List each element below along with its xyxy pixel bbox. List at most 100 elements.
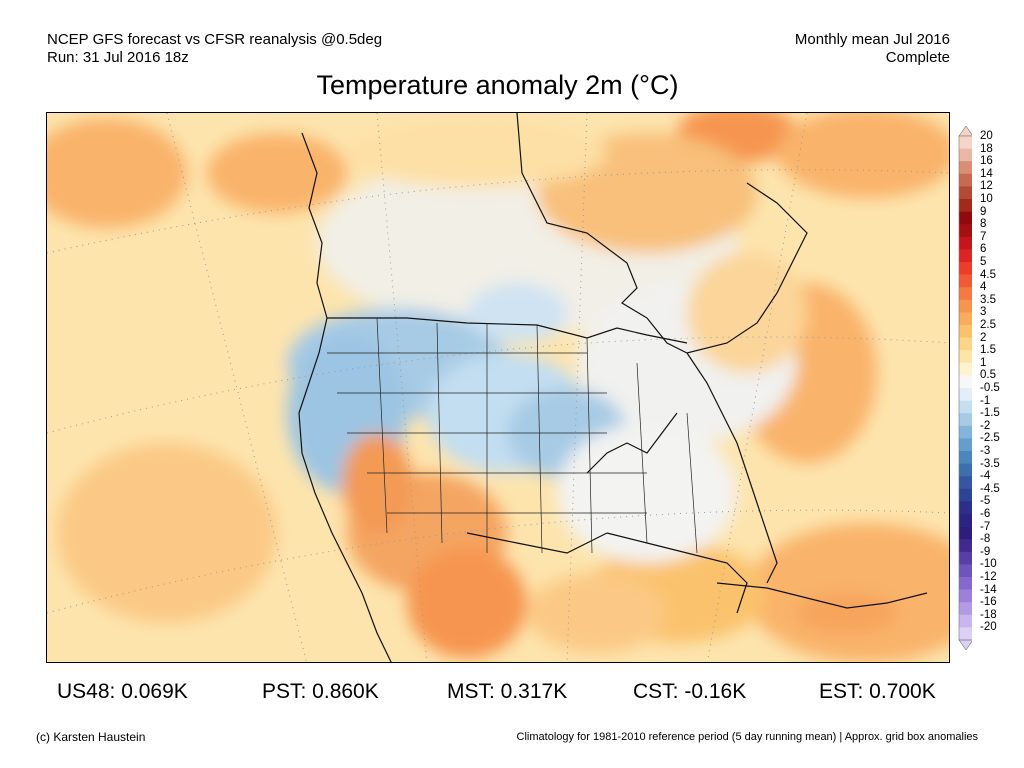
legend-tick-label: 6 xyxy=(980,243,987,256)
legend-tick-label: 7 xyxy=(980,230,987,243)
legend-tick-label: 10 xyxy=(980,193,993,205)
legend-tick-label: -4.5 xyxy=(980,482,1000,495)
legend-swatch xyxy=(959,136,972,149)
legend-tick-label: -9 xyxy=(980,545,991,558)
legend-tick-label: -2.5 xyxy=(980,432,1000,445)
legend-swatch xyxy=(959,337,972,351)
legend-arrow-down xyxy=(958,639,972,650)
legend-tick-label: -2 xyxy=(980,419,991,432)
legend-arrow-up xyxy=(958,126,972,137)
legend-tick-label: -6 xyxy=(980,508,991,520)
legend-tick-label: 5 xyxy=(980,256,987,268)
legend-swatch xyxy=(959,211,972,225)
legend-swatch xyxy=(959,501,972,515)
legend-tick-label: 12 xyxy=(980,180,993,193)
legend-tick-label: -5 xyxy=(980,495,991,508)
header-left: NCEP GFS forecast vs CFSR reanalysis @0.… xyxy=(47,31,382,67)
legend-tick-label: -4 xyxy=(980,470,991,483)
legend-swatch xyxy=(959,148,972,162)
legend-swatch xyxy=(959,299,972,313)
run-time: Run: 31 Jul 2016 18z xyxy=(47,49,189,66)
legend-swatch xyxy=(959,589,972,603)
legend-tick-label: -20 xyxy=(980,621,997,634)
legend-swatch xyxy=(959,249,972,263)
legend-tick-label: -7 xyxy=(980,520,991,533)
legend-tick-label: 14 xyxy=(980,167,993,180)
legend-swatch xyxy=(959,488,972,502)
legend-tick-label: -0.5 xyxy=(980,382,1000,394)
legend-tick-label: -8 xyxy=(980,533,991,546)
legend-tick-label: 9 xyxy=(980,205,987,218)
legend-tick-label: 3.5 xyxy=(980,293,996,306)
state-borders xyxy=(327,317,698,554)
map-title: Temperature anomaly 2m (°C) xyxy=(316,70,679,100)
legend-swatch xyxy=(959,262,972,275)
legend-tick-label: 0.5 xyxy=(980,369,996,382)
stat-est: EST: 0.700K xyxy=(819,680,936,703)
legend-swatch xyxy=(959,602,972,616)
legend-tick-label: 8 xyxy=(980,218,987,231)
completeness-label: Complete xyxy=(885,49,950,66)
legend-swatch xyxy=(959,388,972,401)
legend-tick-label: 4 xyxy=(980,281,987,294)
legend-swatch xyxy=(959,186,972,200)
stat-us48: US48: 0.069K xyxy=(57,680,188,703)
color-legend xyxy=(958,126,972,650)
legend-swatch xyxy=(959,375,972,389)
legend-swatch xyxy=(959,627,972,641)
legend-tick-label: 4.5 xyxy=(980,268,996,281)
legend-tick-label: 16 xyxy=(980,155,993,168)
copyright: (c) Karsten Haustein xyxy=(36,730,146,744)
legend-swatch xyxy=(959,451,972,464)
legend-tick-label: 2.5 xyxy=(980,319,996,331)
legend-tick-label: -12 xyxy=(980,571,997,583)
legend-swatch xyxy=(959,551,972,565)
legend-tick-label: 3 xyxy=(980,306,987,319)
legend-tick-label: 1 xyxy=(980,356,987,369)
legend-swatch xyxy=(959,614,972,628)
legend-swatch xyxy=(959,287,972,301)
legend-swatch xyxy=(959,476,972,490)
legend-tick-label: 1.5 xyxy=(980,344,996,357)
legend-outline xyxy=(958,135,972,641)
legend-tick-label: -10 xyxy=(980,558,997,571)
legend-swatch xyxy=(959,526,972,540)
legend-tick-label: -16 xyxy=(980,596,997,609)
model-description: NCEP GFS forecast vs CFSR reanalysis @0.… xyxy=(47,31,383,48)
anomaly-field xyxy=(47,113,949,662)
legend-swatch xyxy=(959,577,972,590)
legend-tick-label: 2 xyxy=(980,331,987,344)
legend-swatch xyxy=(959,438,972,452)
legend-swatch xyxy=(959,463,972,477)
legend-swatch xyxy=(959,539,972,553)
legend-swatch xyxy=(959,400,972,414)
legend-swatch xyxy=(959,274,972,288)
legend-swatch xyxy=(959,325,972,338)
stat-cst: CST: -0.16K xyxy=(633,680,747,703)
legend-swatch xyxy=(959,564,972,578)
legend-swatch xyxy=(959,312,972,326)
legend-swatch xyxy=(959,199,972,212)
legend-tick-label: 18 xyxy=(980,142,993,155)
legend-tick-label: -1.5 xyxy=(980,407,1000,420)
legend-swatch xyxy=(959,514,972,527)
period-label: Monthly mean Jul 2016 xyxy=(794,31,950,48)
anomaly-map xyxy=(46,112,950,663)
climatology-note: Climatology for 1981-2010 reference peri… xyxy=(516,731,978,743)
legend-swatch xyxy=(959,362,972,376)
legend-tick-label: -1 xyxy=(980,394,991,407)
stat-mst: MST: 0.317K xyxy=(447,680,568,703)
legend-swatch xyxy=(959,161,972,175)
legend-swatch xyxy=(959,224,972,238)
legend-tick-label: -14 xyxy=(980,583,997,596)
header-right: Monthly mean Jul 2016 Complete xyxy=(795,31,950,67)
legend-swatch xyxy=(959,350,972,364)
graticule xyxy=(47,113,949,662)
legend-swatch xyxy=(959,413,972,427)
legend-swatch xyxy=(959,236,972,250)
stat-pst: PST: 0.860K xyxy=(262,680,379,703)
map-canvas xyxy=(47,113,949,662)
legend-tick-label: -3 xyxy=(980,445,991,457)
legend-swatch xyxy=(959,425,972,439)
legend-tick-label: -3.5 xyxy=(980,457,1000,470)
